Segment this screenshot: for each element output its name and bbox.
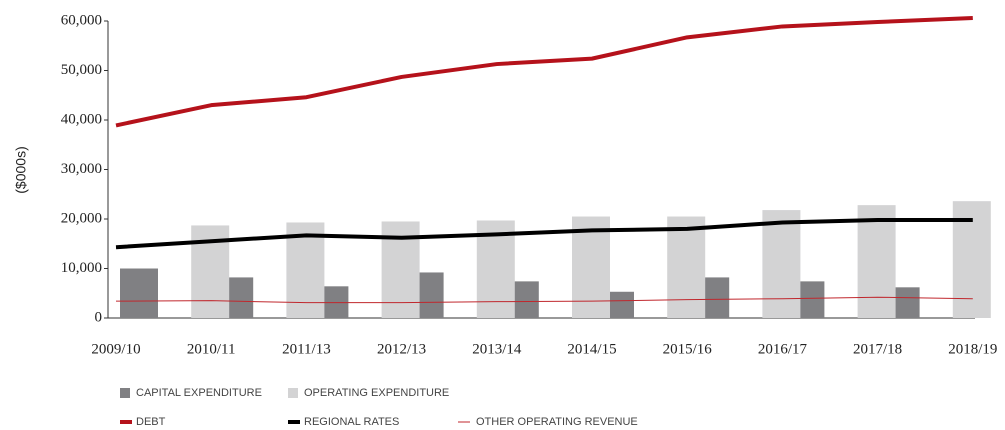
x-tick-label: 2014/15	[567, 341, 616, 357]
x-tick-label: 2015/16	[663, 341, 713, 357]
y-tick-label: 60,000	[61, 12, 102, 28]
legend-label: CAPITAL EXPENDITURE	[136, 387, 262, 399]
y-tick-label: 0	[95, 309, 103, 325]
bar	[857, 205, 896, 318]
line	[115, 16, 973, 128]
legend-label: DEBT	[136, 416, 166, 428]
y-tick-label: 30,000	[61, 161, 102, 177]
x-tick-label: 2009/10	[91, 341, 140, 357]
y-tick-label: 50,000	[61, 62, 102, 78]
y-axis-label: ($000s)	[13, 146, 29, 193]
x-tick-label: 2010/11	[187, 341, 236, 357]
x-tick-label: 2018/19	[948, 341, 997, 357]
bar	[667, 216, 706, 318]
x-tick-label: 2012/13	[377, 341, 426, 357]
x-tick-label: 2016/17	[758, 341, 808, 357]
legend-label: REGIONAL RATES	[304, 416, 399, 428]
x-tick-label: 2017/18	[853, 341, 902, 357]
x-tick-label: 2013/14	[472, 341, 522, 357]
legend-label: OTHER OPERATING REVENUE	[476, 416, 638, 428]
bar	[762, 210, 801, 318]
y-tick-label: 10,000	[61, 260, 102, 276]
x-tick-label: 2011/13	[282, 341, 331, 357]
line	[115, 296, 973, 304]
legend-label: OPERATING EXPENDITURE	[304, 387, 449, 399]
legend-swatch	[120, 388, 130, 398]
line	[115, 217, 973, 250]
y-tick-label: 40,000	[61, 111, 102, 127]
y-tick-label: 20,000	[61, 210, 102, 226]
bar	[120, 268, 158, 318]
legend-swatch	[288, 388, 298, 398]
